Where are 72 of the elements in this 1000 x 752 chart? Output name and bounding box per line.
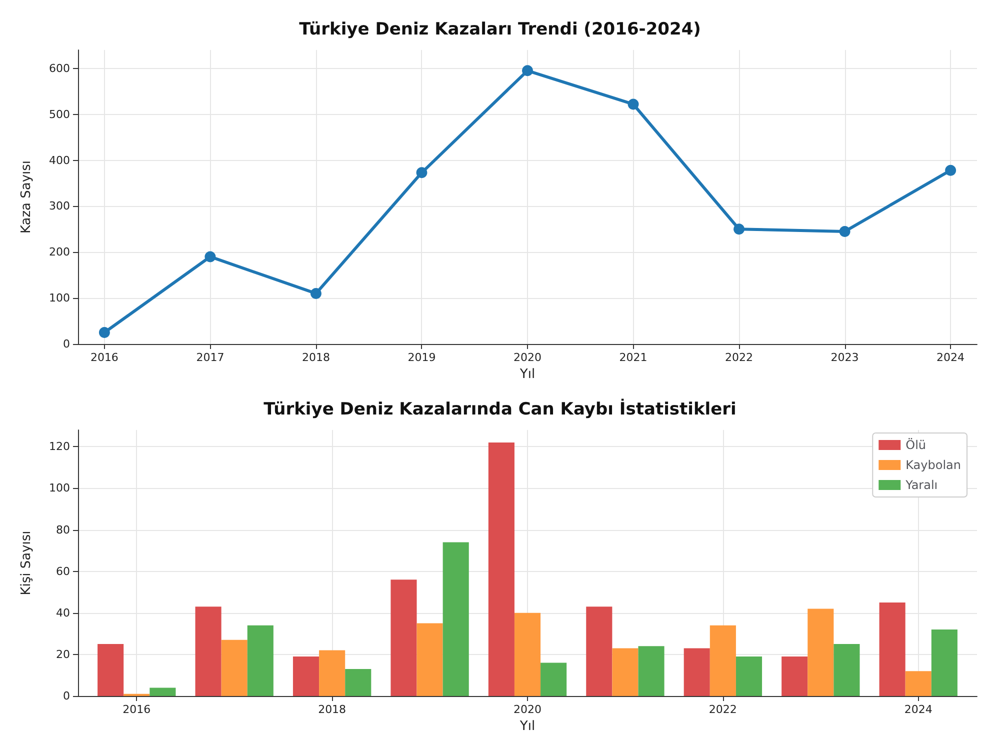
y-tick-label: 400 [49, 154, 70, 167]
x-tick-label: 2021 [619, 351, 648, 364]
y-tick-label: 300 [49, 200, 70, 213]
y-tick-label: 120 [49, 440, 70, 454]
bar [221, 640, 248, 696]
chart-title: Türkiye Deniz Kazaları Trendi (2016-2024) [299, 20, 701, 40]
bar [638, 646, 664, 696]
y-tick-label: 500 [49, 108, 70, 121]
x-tick-label: 2022 [708, 703, 737, 716]
y-tick-label: 40 [56, 606, 70, 620]
bar [150, 688, 176, 696]
bar [98, 644, 124, 696]
bar [612, 648, 638, 696]
bar [931, 630, 958, 696]
bar [345, 668, 372, 696]
y-tick-label: 0 [63, 690, 70, 702]
legend-label: Yaralı [904, 478, 938, 492]
x-axis-title: Yıl [518, 718, 536, 734]
bar [390, 580, 417, 696]
x-axis-title: Yıl [518, 366, 536, 382]
point [522, 65, 533, 76]
point [945, 164, 956, 176]
bar [736, 656, 762, 696]
y-tick-label: 80 [56, 523, 70, 536]
bar [442, 542, 469, 696]
x-tick-label: 2017 [196, 351, 224, 364]
x-tick-label: 2018 [302, 351, 330, 364]
x-tick-label: 2023 [830, 351, 859, 364]
y-tick-label: 600 [49, 62, 70, 75]
bar [416, 623, 443, 696]
bar [834, 644, 860, 696]
bar [514, 612, 541, 696]
y-tick-label: 60 [56, 564, 70, 578]
point [98, 327, 110, 338]
y-axis-title: Kaza Sayısı [19, 160, 34, 234]
x-tick-label: 2018 [318, 703, 346, 716]
y-tick-label: 100 [49, 292, 70, 305]
bar [292, 656, 320, 696]
y-tick-label: 20 [56, 648, 70, 661]
bar [247, 625, 274, 696]
x-tick-label: 2016 [90, 351, 118, 364]
bar [540, 662, 567, 696]
x-tick-label: 2019 [408, 351, 436, 364]
x-tick-label: 2022 [725, 351, 754, 364]
point [416, 167, 428, 178]
legend-label: Kaybolan [906, 458, 962, 472]
point [628, 98, 639, 110]
x-tick-label: 2024 [904, 703, 932, 716]
bar [782, 656, 808, 696]
point [839, 226, 850, 237]
y-tick-label: 200 [49, 246, 70, 259]
chart-title: Türkiye Deniz Kazalarında Can Kaybı İstatistikleri [264, 398, 736, 420]
bar [879, 602, 906, 696]
bar [808, 608, 834, 696]
bar [684, 648, 710, 696]
y-tick-label: 0 [63, 338, 70, 350]
y-axis-title: Kişi Sayısı [19, 530, 34, 596]
x-tick-label: 2020 [514, 703, 542, 716]
bar [488, 442, 514, 696]
x-tick-label: 2020 [514, 351, 542, 364]
point [734, 224, 745, 235]
y-tick-label: 100 [49, 482, 70, 495]
bar [905, 671, 932, 696]
bar [586, 606, 612, 696]
x-tick-label: 2016 [122, 703, 151, 716]
bar [710, 625, 736, 696]
point [310, 288, 322, 299]
bar [319, 650, 346, 696]
legend-label: Ölü [906, 438, 926, 452]
x-tick-label: 2024 [936, 351, 965, 364]
bar [195, 606, 222, 696]
point [204, 251, 216, 262]
